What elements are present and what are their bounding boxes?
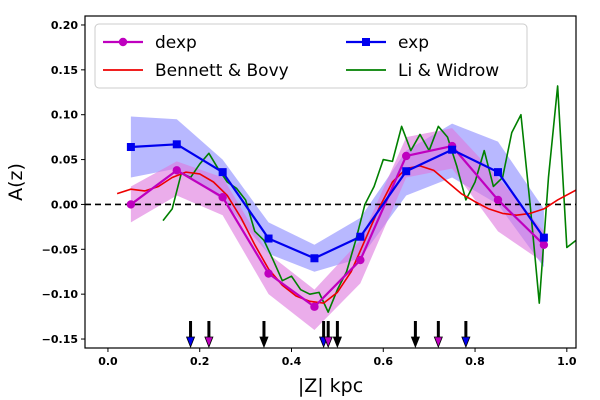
legend-swatch-marker	[118, 37, 128, 47]
line-exp	[130, 143, 545, 260]
series-lines	[116, 85, 576, 313]
arrow-marker	[185, 321, 196, 349]
y-axis-label: A(z)	[5, 163, 27, 201]
arrow-head	[410, 336, 420, 349]
series-bennett-bovy	[116, 165, 576, 304]
legend-item-dexp: dexp	[103, 33, 197, 53]
arrow-head	[204, 336, 214, 349]
point-exp	[539, 233, 548, 242]
x-axis-label: |Z| kpc	[298, 375, 363, 397]
point-exp	[448, 145, 457, 154]
line-dexp	[130, 145, 545, 308]
legend-swatch-marker	[362, 38, 370, 46]
y-axis-ticks: −0.15 −0.10 −0.05 0.00 0.05 0.10 0.15 0.20	[42, 19, 85, 346]
point-dexp	[172, 166, 181, 175]
x-tick-label: 0.4	[282, 355, 302, 368]
arrow-marker	[323, 321, 333, 349]
legend: dexp exp Bennett & Bovy Li & Widrow	[94, 23, 528, 89]
error-bands	[130, 116, 544, 331]
y-tick-label: 0.15	[51, 64, 78, 77]
arrow-head	[433, 336, 443, 349]
y-tick-label: −0.05	[42, 243, 78, 256]
x-tick-label: 0.2	[190, 355, 210, 368]
point-exp	[356, 232, 365, 241]
y-tick-label: −0.15	[42, 333, 78, 346]
point-exp	[126, 143, 135, 152]
arrow-head	[259, 336, 269, 349]
legend-label: exp	[398, 33, 429, 53]
y-tick-label: 0.10	[51, 109, 78, 122]
point-dexp	[126, 200, 136, 209]
point-exp	[172, 140, 181, 149]
arrow-head	[185, 336, 196, 349]
point-dexp	[356, 255, 365, 265]
point-exp	[264, 234, 273, 243]
x-tick-label: 0.0	[98, 355, 118, 368]
arrow-head	[323, 336, 333, 349]
x-axis-ticks: 0.0 0.2 0.4 0.6 0.8 1.0	[98, 348, 577, 368]
point-exp	[493, 168, 502, 177]
point-dexp	[539, 240, 549, 250]
plot-frame	[84, 15, 577, 349]
point-exp	[310, 254, 319, 263]
y-tick-label: 0.20	[51, 19, 78, 32]
legend-item-exp: exp	[346, 33, 429, 53]
point-exp	[402, 167, 411, 176]
point-dexp	[218, 193, 227, 202]
legend-label: Li & Widrow	[398, 61, 499, 81]
legend-label: Bennett & Bovy	[155, 61, 289, 81]
y-tick-label: 0.00	[51, 198, 78, 211]
arrow-marker	[461, 321, 471, 349]
line-bennett-bovy	[116, 165, 576, 304]
arrow-head	[461, 336, 471, 349]
legend-label: dexp	[155, 33, 197, 53]
point-exp	[218, 168, 227, 177]
x-tick-label: 0.8	[465, 355, 485, 368]
legend-item-li-widrow: Li & Widrow	[346, 61, 499, 81]
point-dexp	[264, 269, 273, 278]
y-tick-label: 0.05	[51, 154, 78, 167]
x-tick-label: 1.0	[557, 355, 577, 368]
arrow-marker	[410, 321, 420, 349]
legend-item-bennett-bovy: Bennett & Bovy	[103, 61, 289, 81]
arrow-marker	[332, 321, 342, 349]
point-dexp	[310, 302, 319, 311]
arrow-marker	[433, 321, 443, 349]
legend-box	[94, 23, 528, 89]
series-exp	[126, 140, 548, 263]
x-tick-label: 0.6	[374, 355, 394, 368]
arrow-head	[332, 336, 342, 349]
point-dexp	[402, 151, 411, 161]
arrow-markers	[185, 321, 471, 349]
arrow-marker	[259, 321, 269, 349]
point-dexp	[493, 195, 503, 205]
arrow-marker	[204, 321, 214, 349]
y-tick-label: −0.10	[42, 288, 79, 301]
